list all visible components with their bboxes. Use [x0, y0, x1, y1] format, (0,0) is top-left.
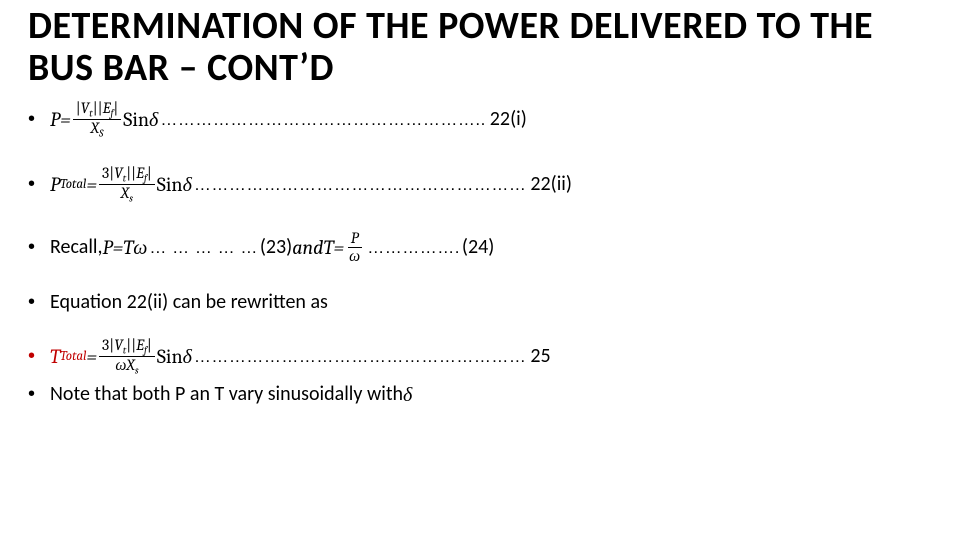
var-omega: ω	[133, 235, 147, 260]
sub-total: Total	[60, 349, 86, 365]
delta: δ	[149, 107, 158, 132]
equals: =	[86, 172, 97, 197]
var-Ef: E	[136, 336, 144, 354]
bullet-eq-25: • TTotal = 3|Vt||Ef| ωXs Sinδ ……………………………	[28, 337, 932, 376]
note-pre: Note that both P an T vary sinusoidally …	[50, 382, 403, 407]
sin: Sin	[157, 172, 183, 197]
abs-close: |	[147, 164, 152, 182]
leader-dots: …………….	[367, 237, 460, 258]
equals: =	[86, 344, 97, 369]
abs-mid: ||	[126, 336, 136, 354]
leader-dots: …………………………………………………	[194, 346, 527, 367]
bullet-note: • Note that both P an T vary sinusoidall…	[28, 382, 932, 407]
var-T2: T	[323, 235, 333, 260]
fraction-22ii: 3|Vt||Ef| Xs	[99, 165, 155, 204]
var-Vt: V	[114, 164, 123, 182]
bullet-eq-22ii: • PTotal = 3|Vt||Ef| Xs Sinδ ………………………………	[28, 165, 932, 204]
var-Vt: V	[81, 99, 90, 117]
bullet-rewrite-note: • Equation 22(ii) can be rewritten as	[28, 290, 932, 315]
var-T: T	[50, 344, 60, 369]
frac-den-omega: ω	[346, 248, 363, 264]
recall-text: Recall,	[50, 235, 103, 260]
abs-mid: ||	[126, 164, 136, 182]
equals2: =	[334, 235, 345, 260]
slide-title: DETERMINATION OF THE POWER DELIVERED TO …	[28, 6, 932, 90]
rewrite-text: Equation 22(ii) can be rewritten as	[50, 290, 328, 315]
bullet-dot-icon: •	[28, 382, 50, 407]
sub-s: s	[129, 193, 133, 205]
eq-ref-24: (24)	[462, 235, 494, 260]
note-text: Note that both P an T vary sinusoidally …	[50, 382, 412, 407]
leader-dots: …………………………………………………	[194, 174, 527, 195]
equals: =	[113, 235, 124, 260]
bullet-eq-23-24: • Recall, P = Tω … … … … … (23) and T = …	[28, 230, 932, 264]
leader-dots: ………………………………………………..	[160, 109, 485, 130]
bullet-dot-icon: •	[28, 235, 50, 260]
sub-total: Total	[60, 177, 86, 193]
var-Ef: E	[136, 164, 144, 182]
bullet-dot-icon: •	[28, 107, 50, 132]
leader-dots: … … … … …	[149, 237, 257, 258]
var-Vt: V	[114, 336, 123, 354]
var-X: X	[91, 119, 100, 137]
delta: δ	[403, 382, 412, 407]
var-X: X	[126, 356, 135, 374]
slide-body: • P = |Vt||Ef| XS Sinδ ………………………………………………	[28, 100, 932, 408]
sin: Sin	[123, 107, 149, 132]
abs-close: |	[147, 336, 152, 354]
delta: δ	[183, 344, 192, 369]
equation-22ii: PTotal = 3|Vt||Ef| Xs Sinδ ……………………………………	[50, 165, 572, 204]
abs-close: |	[113, 99, 118, 117]
equation-23-24: Recall, P = Tω … … … … … (23) and T = P …	[50, 230, 494, 264]
eq-ref-25: 25	[530, 344, 550, 369]
fraction-24: P ω	[346, 230, 363, 264]
var-P: P	[103, 235, 113, 260]
sub-s: s	[135, 365, 139, 377]
equation-22i: P = |Vt||Ef| XS Sinδ ……………………………………………….…	[50, 100, 527, 139]
abs-mid: ||	[93, 99, 103, 117]
and-text: and	[292, 235, 323, 260]
var-P: P	[50, 107, 60, 132]
bullet-dot-icon: •	[28, 290, 50, 315]
delta: δ	[183, 172, 192, 197]
sin: Sin	[157, 344, 183, 369]
sub-S: S	[99, 127, 103, 139]
eq-ref-22ii: 22(ii)	[530, 172, 572, 197]
equals: =	[60, 107, 71, 132]
eq-ref-23: (23)	[260, 235, 292, 260]
fraction-22i: |Vt||Ef| XS	[73, 100, 122, 139]
bullet-eq-22i: • P = |Vt||Ef| XS Sinδ ………………………………………………	[28, 100, 932, 139]
eq-ref-22i: 22(i)	[490, 107, 527, 132]
equation-25: TTotal = 3|Vt||Ef| ωXs Sinδ …………………………………	[50, 337, 551, 376]
bullet-dot-icon: •	[28, 172, 50, 197]
var-T: T	[123, 235, 133, 260]
var-omega: ω	[115, 356, 126, 374]
bullet-dot-icon: •	[28, 344, 50, 369]
frac-num-P: P	[348, 230, 362, 247]
fraction-25: 3|Vt||Ef| ωXs	[99, 337, 155, 376]
var-P: P	[50, 172, 60, 197]
